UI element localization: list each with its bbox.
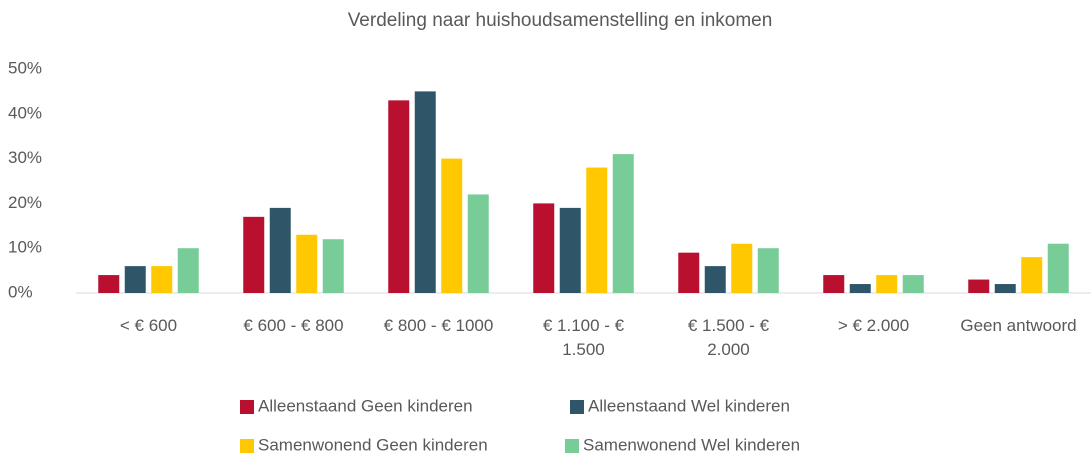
bar [757,248,779,293]
y-tick-label: 40% [8,103,42,122]
bar [269,207,291,293]
bar [414,91,436,294]
y-tick-label: 30% [8,148,42,167]
bar [586,167,608,293]
bar [243,216,265,293]
bar [124,266,146,293]
x-tick-label: Geen antwoord [960,316,1077,335]
legend-swatch [240,439,254,453]
legend-swatch [240,400,254,414]
x-tick-label: € 1.500 - € 2.000 [687,316,770,359]
y-tick-label: 10% [8,238,42,257]
bar [876,275,898,293]
y-tick-label: 0% [8,282,33,301]
bar [612,154,634,293]
legend-swatch [565,439,579,453]
x-tick-label: € 1.100 - € 1.500 [542,316,625,359]
x-tick-label: < € 600 [119,316,178,335]
bar [151,266,173,293]
bar [388,100,410,293]
legend-swatch [570,400,584,414]
legend-label: Samenwonend Geen kinderen [258,435,488,454]
bar [533,203,555,293]
bar [467,194,489,293]
bar [322,239,344,293]
bar [902,275,924,293]
bar [678,252,700,293]
y-tick-label: 20% [8,193,42,212]
bar [994,284,1016,293]
bar [731,243,753,293]
x-tick-label: € 800 - € 1000 [383,316,494,335]
y-tick-label: 50% [8,58,42,77]
x-tick-label: > € 2.000 [837,316,910,335]
bar [849,284,871,293]
bar [98,275,120,293]
legend-label: Alleenstaand Wel kinderen [588,396,790,415]
bar [704,266,726,293]
bar [559,207,581,293]
legend-label: Samenwonend Wel kinderen [583,435,800,454]
legend-label: Alleenstaand Geen kinderen [258,396,473,415]
bar [1047,243,1069,293]
bar [823,275,845,293]
x-tick-label: € 600 - € 800 [243,316,344,335]
bar [441,158,463,293]
bar [296,234,318,293]
bar [177,248,199,293]
bar [1021,257,1043,293]
bar [968,279,990,293]
chart-title: Verdeling naar huishoudsamenstelling en … [348,10,773,31]
